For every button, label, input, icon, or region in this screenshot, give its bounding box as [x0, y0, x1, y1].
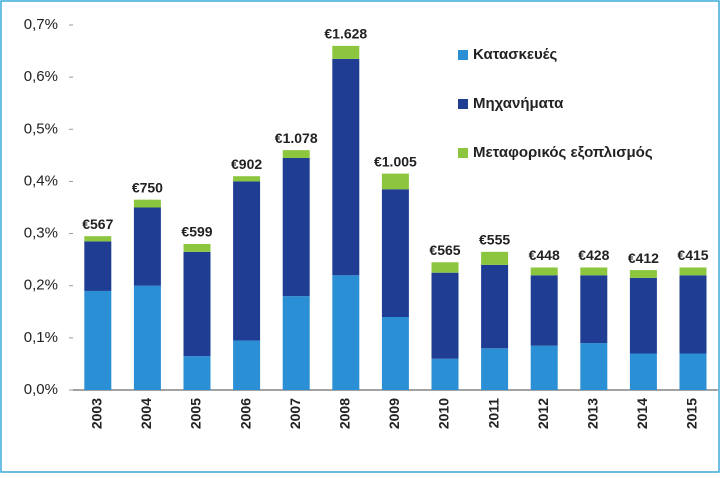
bar-annotation: €902: [231, 156, 262, 172]
y-tick-label: 0,5%: [24, 120, 58, 137]
bar-segment: [530, 275, 558, 346]
legend-swatch: [458, 50, 468, 60]
bar-segment: [530, 345, 558, 390]
bar-segment: [84, 236, 112, 242]
y-tick-label: 0,6%: [24, 68, 58, 85]
legend-label: Μηχανήματα: [473, 95, 564, 112]
y-tick-label: 0,0%: [24, 381, 58, 398]
legend-swatch: [458, 148, 468, 158]
bar-segment: [282, 150, 310, 158]
bar-segment: [282, 157, 310, 297]
y-tick-label: 0,4%: [24, 172, 58, 189]
x-tick-label: 2003: [89, 398, 105, 429]
bar-annotation: €1.005: [374, 153, 417, 169]
x-tick-label: 2004: [138, 398, 154, 429]
bar-segment: [332, 58, 360, 276]
bar-segment: [183, 244, 211, 252]
bar-segment: [679, 275, 707, 354]
bar-annotation: €412: [628, 250, 659, 266]
bar-segment: [84, 290, 112, 390]
bar-segment: [381, 189, 409, 317]
bar-annotation: €1.078: [275, 130, 318, 146]
bar-segment: [381, 173, 409, 190]
bar-annotation: €599: [181, 224, 212, 240]
x-tick-label: 2015: [684, 398, 700, 429]
x-tick-label: 2009: [386, 398, 402, 429]
bar-annotation: €1.628: [324, 26, 367, 42]
bar-segment: [431, 262, 459, 273]
bar-segment: [580, 343, 608, 390]
bar-segment: [133, 285, 161, 390]
x-tick-label: 2012: [535, 398, 551, 429]
bar-segment: [381, 317, 409, 390]
bar-segment: [481, 264, 509, 349]
bar-annotation: €555: [479, 232, 510, 248]
x-tick-label: 2014: [634, 398, 650, 429]
bar-segment: [481, 251, 509, 265]
y-tick-label: 0,3%: [24, 225, 58, 242]
x-tick-label: 2006: [237, 398, 253, 429]
legend-label: Μεταφορικός εξοπλισμός: [473, 144, 653, 161]
y-tick-label: 0,7%: [24, 16, 58, 33]
bar-segment: [183, 356, 211, 390]
bar-segment: [629, 277, 657, 354]
bar-annotation: €565: [429, 242, 460, 258]
bar-segment: [133, 207, 161, 286]
x-tick-label: 2005: [188, 398, 204, 429]
bar-segment: [332, 275, 360, 390]
bar-segment: [233, 176, 261, 182]
x-tick-label: 2008: [337, 398, 353, 429]
bar-segment: [679, 353, 707, 390]
bar-segment: [431, 358, 459, 390]
y-tick-label: 0,2%: [24, 277, 58, 294]
bar-segment: [530, 267, 558, 276]
bar-segment: [580, 267, 608, 276]
bar-segment: [629, 353, 657, 390]
x-tick-label: 2011: [485, 398, 501, 429]
x-tick-label: 2010: [436, 398, 452, 429]
bar-annotation: €415: [677, 247, 708, 263]
bar-segment: [183, 251, 211, 357]
bar-segment: [629, 270, 657, 278]
bar-annotation: €750: [132, 179, 163, 195]
bar-segment: [233, 340, 261, 390]
bar-segment: [282, 296, 310, 390]
bar-annotation: €428: [578, 247, 609, 263]
bar-annotation: €567: [82, 216, 113, 232]
bar-segment: [84, 241, 112, 291]
x-tick-label: 2013: [585, 398, 601, 429]
bar-segment: [481, 348, 509, 390]
bar-segment: [133, 199, 161, 208]
bar-segment: [233, 181, 261, 341]
bar-segment: [679, 267, 707, 276]
bar-segment: [431, 272, 459, 359]
y-tick-label: 0,1%: [24, 329, 58, 346]
bar-annotation: €448: [529, 247, 560, 263]
bar-segment: [332, 45, 360, 59]
bar-segment: [580, 275, 608, 344]
x-tick-label: 2007: [287, 398, 303, 429]
legend-swatch: [458, 99, 468, 109]
legend-label: Κατασκευές: [473, 46, 557, 63]
